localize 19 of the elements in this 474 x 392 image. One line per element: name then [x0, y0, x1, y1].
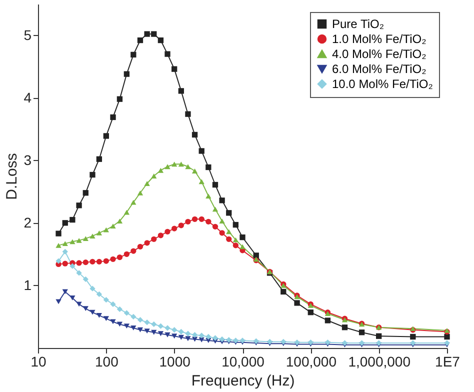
legend-label: 4.0 Mol% Fe/TiO₂: [332, 47, 427, 61]
x-axis-title: Frequency (Hz): [191, 372, 295, 390]
x-tick-label: 1E7: [435, 354, 460, 370]
y-tick-label: 4: [24, 89, 32, 106]
x-tick-label: 10: [30, 354, 46, 370]
legend-label: 10.0 Mol% Fe/TiO₂: [332, 77, 434, 91]
legend-label: 1.0 Mol% Fe/TiO₂: [332, 32, 427, 46]
x-tick-label: 1000: [159, 354, 191, 370]
y-tick-label: 3: [24, 152, 32, 168]
y-tick-label: 2: [24, 214, 32, 230]
legend-label: Pure TiO₂: [332, 17, 384, 31]
x-tick-label: 10,000: [222, 354, 265, 370]
y-axis-title: D.Loss: [4, 153, 21, 200]
y-tick-label: 1: [24, 276, 32, 293]
y-tick-label: 5: [24, 26, 32, 43]
legend-label: 6.0 Mol% Fe/TiO₂: [332, 62, 427, 76]
x-tick-label: 100: [94, 354, 119, 370]
x-tick-label: 1,000,000: [348, 354, 411, 370]
x-tick-label: 100,000: [286, 354, 337, 370]
